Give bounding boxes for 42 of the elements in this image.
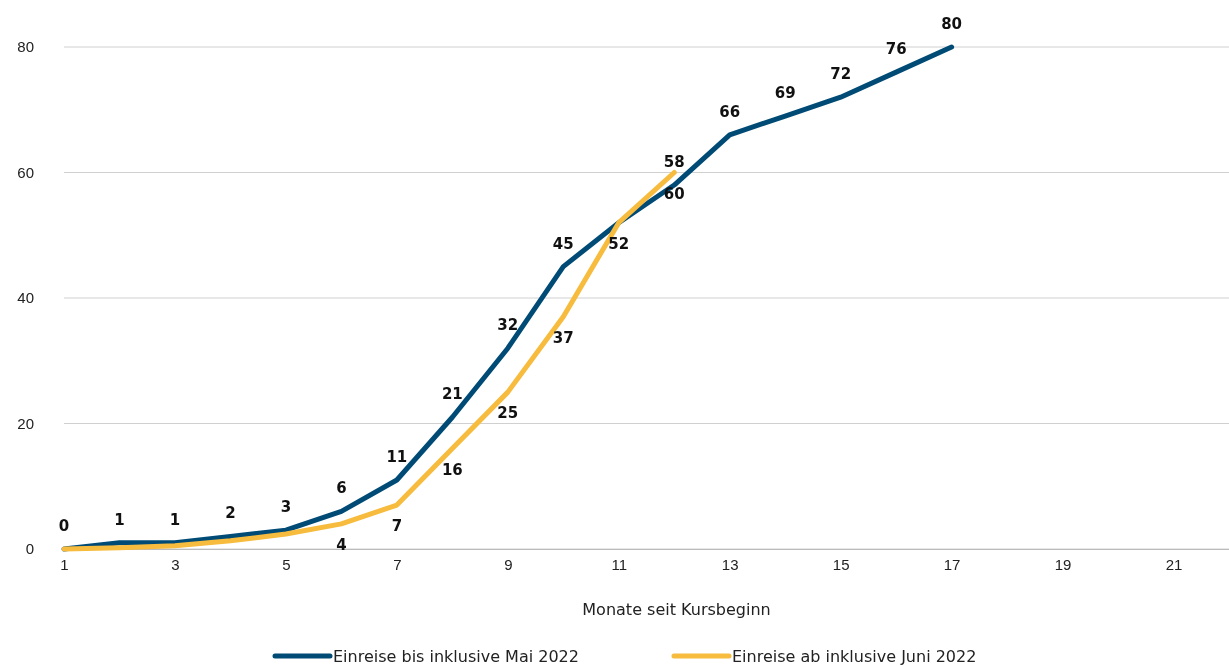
data-label: 45 [552,234,574,253]
x-tick-label: 5 [282,555,291,573]
x-tick-label: 17 [943,555,961,573]
data-label: 58 [663,153,685,172]
data-label: 1 [114,510,125,529]
data-label: 6 [336,479,347,498]
data-label: 1 [169,510,181,529]
legend-label: Einreise bis inklusive Mai 2022 [333,647,579,666]
y-tick-label: 80 [17,38,34,56]
data-label: 32 [497,316,519,335]
x-tick-label: 13 [721,555,739,573]
y-tick-label: 60 [17,163,34,181]
x-tick-label: 19 [1054,555,1072,573]
data-label: 3 [280,498,292,517]
x-tick-label: 3 [171,555,180,573]
data-label: 37 [552,328,574,347]
data-label: 11 [386,447,408,466]
x-tick-label: 15 [832,555,850,573]
y-tick-label: 40 [17,289,34,307]
data-label: 21 [441,385,463,404]
x-tick-label: 9 [504,555,513,573]
x-tick-label: 7 [393,555,402,573]
data-label: 66 [719,102,741,121]
data-label: 52 [608,234,630,253]
x-axis-title: Monate seit Kursbeginn [582,600,771,619]
data-label: 7 [391,517,403,536]
data-label: 25 [497,404,519,423]
y-tick-label: 0 [25,540,34,558]
data-label: 72 [830,65,852,84]
data-label: 2 [225,504,236,523]
y-tick-label: 20 [17,414,34,432]
data-label: 69 [774,84,796,103]
data-label: 0 [58,517,70,535]
x-tick-label: 11 [611,555,628,573]
data-label: 16 [441,460,463,479]
legend-label: Einreise ab inklusive Juni 2022 [731,647,977,666]
x-tick-label: 21 [1165,555,1183,573]
data-label: 76 [885,40,907,59]
data-label: 60 [663,184,685,203]
data-label: 80 [941,15,963,33]
data-label: 4 [336,535,347,554]
x-tick-label: 1 [60,555,69,573]
